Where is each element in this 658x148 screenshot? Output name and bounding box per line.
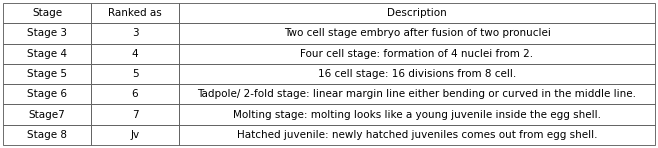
Bar	[3, 3, 91, 23]
Text: Stage 6: Stage 6	[27, 89, 67, 99]
Bar	[91, 104, 179, 125]
Bar	[179, 44, 655, 64]
Text: Ranked as: Ranked as	[108, 8, 162, 18]
Text: Hatched juvenile: newly hatched juveniles comes out from egg shell.: Hatched juvenile: newly hatched juvenile…	[237, 130, 597, 140]
Bar	[3, 84, 91, 104]
Text: Stage 3: Stage 3	[27, 28, 67, 38]
Text: Jv: Jv	[130, 130, 139, 140]
Bar	[3, 125, 91, 145]
Bar	[179, 84, 655, 104]
Bar	[91, 44, 179, 64]
Text: 5: 5	[132, 69, 138, 79]
Text: Two cell stage embryo after fusion of two pronuclei: Two cell stage embryo after fusion of tw…	[284, 28, 551, 38]
Text: Stage7: Stage7	[29, 110, 65, 120]
Text: Stage 5: Stage 5	[27, 69, 67, 79]
Text: Stage 8: Stage 8	[27, 130, 67, 140]
Text: Tadpole/ 2-fold stage: linear margin line either bending or curved in the middle: Tadpole/ 2-fold stage: linear margin lin…	[197, 89, 636, 99]
Text: 6: 6	[132, 89, 138, 99]
Text: Four cell stage: formation of 4 nuclei from 2.: Four cell stage: formation of 4 nuclei f…	[301, 49, 534, 59]
Bar	[91, 84, 179, 104]
Text: Stage: Stage	[32, 8, 62, 18]
Bar	[3, 104, 91, 125]
Bar	[179, 3, 655, 23]
Text: 16 cell stage: 16 divisions from 8 cell.: 16 cell stage: 16 divisions from 8 cell.	[318, 69, 516, 79]
Text: 7: 7	[132, 110, 138, 120]
Bar	[179, 23, 655, 44]
Text: Molting stage: molting looks like a young juvenile inside the egg shell.: Molting stage: molting looks like a youn…	[233, 110, 601, 120]
Bar	[91, 125, 179, 145]
Bar	[91, 64, 179, 84]
Bar	[3, 23, 91, 44]
Bar	[91, 3, 179, 23]
Bar	[179, 104, 655, 125]
Bar	[3, 44, 91, 64]
Text: Stage 4: Stage 4	[27, 49, 67, 59]
Text: Description: Description	[387, 8, 447, 18]
Bar	[91, 23, 179, 44]
Bar	[179, 64, 655, 84]
Bar	[3, 64, 91, 84]
Text: 3: 3	[132, 28, 138, 38]
Bar	[179, 125, 655, 145]
Text: 4: 4	[132, 49, 138, 59]
